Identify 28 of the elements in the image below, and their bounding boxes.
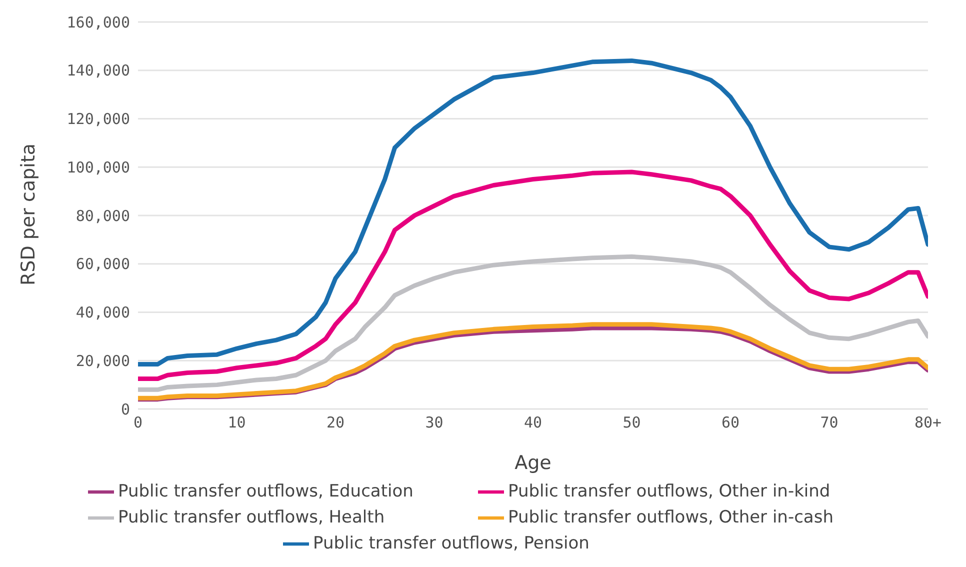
legend-label: Public transfer outflows, Pension [313,534,590,554]
y-tick-label: 120,000 [66,110,130,128]
x-tick-label: 40 [524,414,542,432]
y-axis-title: RSD per capita [18,143,40,286]
y-tick-label: 100,000 [66,158,130,176]
y-tick-label: 60,000 [76,255,130,274]
legend-label: Public transfer outflows, Education [118,482,414,502]
line-series [138,254,928,392]
legend-label: Public transfer outflows, Other in-cash [508,508,834,528]
y-tick-label: 80,000 [76,206,130,225]
x-tick-label: 20 [326,414,345,432]
y-tick-label: 160,000 [66,13,130,32]
legend-label: Public transfer outflows, Other in-kind [508,482,830,502]
y-tick-label: 140,000 [66,62,130,80]
y-tick-label: 0 [120,400,130,418]
legend-label: Public transfer outflows, Health [118,508,385,528]
x-tick-label: 70 [820,414,838,432]
x-tick-label: 10 [228,414,246,432]
x-tick-label: 30 [425,414,444,432]
y-tick-label: 40,000 [76,304,130,322]
x-tick-label: 50 [622,414,641,432]
x-tick-label: 0 [133,414,143,432]
line-series [138,170,928,382]
y-tick-label: 20,000 [76,352,130,370]
x-axis-title: Age [514,452,552,474]
line-series [138,58,928,367]
x-tick-label: 80+ [914,414,942,432]
x-tick-label: 60 [721,414,740,432]
